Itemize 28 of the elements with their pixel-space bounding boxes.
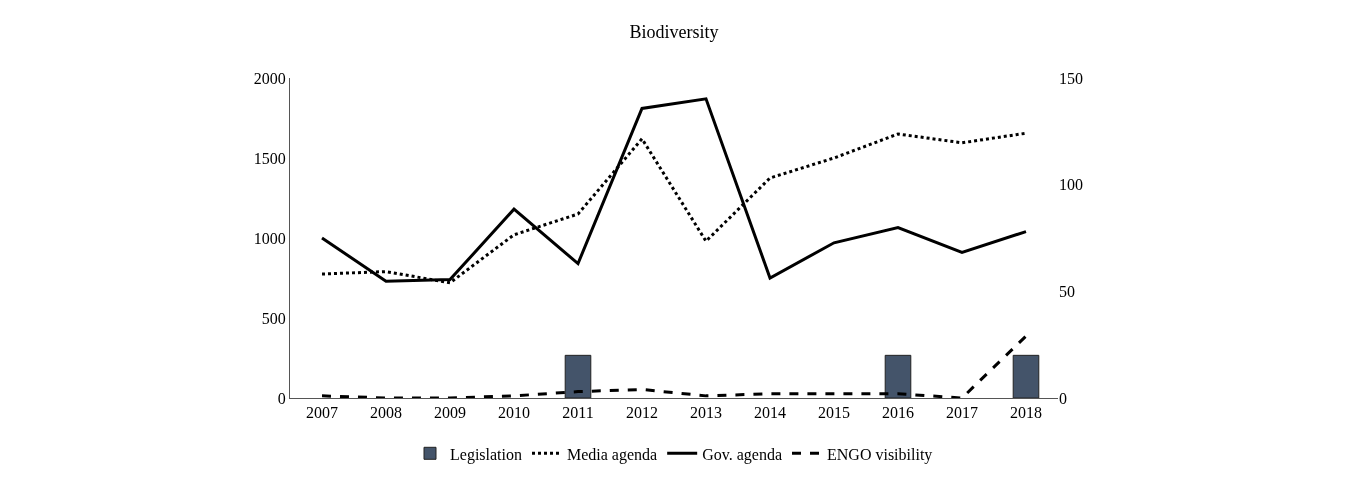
y-tick-label: 500 [261,309,286,327]
legend-label: ENGO visibility [827,445,933,464]
x-tick-label: 2010 [498,404,530,422]
x-tick-label: 2009 [434,404,466,422]
x-tick-label: 2013 [690,404,722,422]
x-tick-label: 2008 [370,404,402,422]
y2-tick-label: 150 [1059,69,1083,87]
chart-title: Biodiversity [629,21,719,42]
x-tick-label: 2014 [754,404,786,422]
legend-label: Gov. agenda [702,445,782,464]
x-tick-label: 2017 [946,404,978,422]
x-tick-label: 2018 [1010,404,1042,422]
y2-tick-label: 50 [1059,282,1075,300]
y-tick-label: 2000 [253,69,286,87]
x-tick-label: 2012 [626,404,658,422]
legend-label: Legislation [450,445,522,464]
line-series [320,97,1028,283]
x-tick-label: 2015 [818,404,850,422]
legend-label: Media agenda [566,445,658,464]
x-tick-label: 2016 [882,404,914,422]
x-tick-label: 2007 [306,404,338,422]
x-tick-label: 2011 [562,404,594,422]
y-tick-label: 1000 [253,229,286,247]
y2-tick-label: 100 [1059,176,1083,194]
y-tick-label: 1500 [253,149,286,167]
y-tick-label: 0 [277,389,286,407]
y2-tick-label: 0 [1059,389,1067,407]
line-series [320,334,1028,398]
